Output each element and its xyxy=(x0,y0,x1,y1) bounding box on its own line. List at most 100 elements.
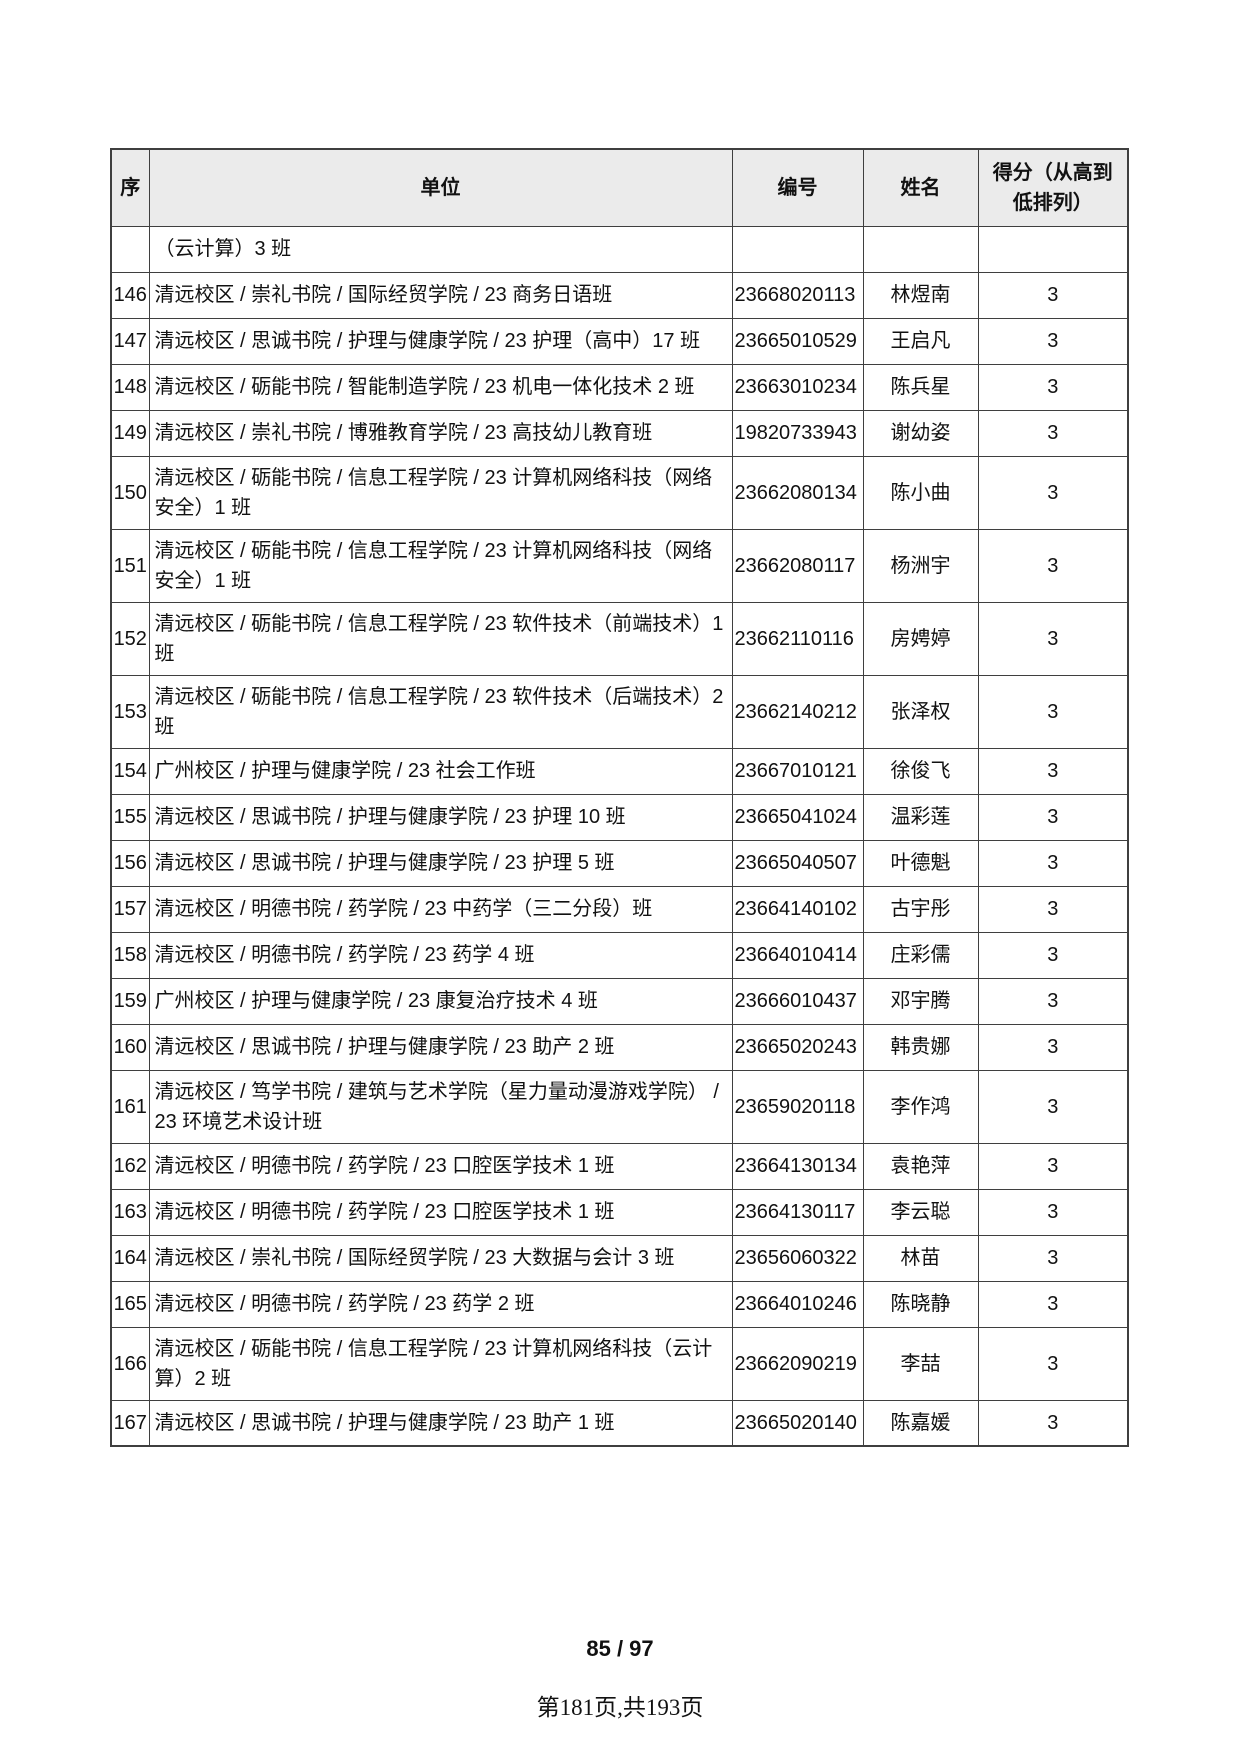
cell-name: 袁艳萍 xyxy=(862,1142,979,1190)
header-cell-id: 编号 xyxy=(731,148,864,227)
cell-unit: 清远校区 / 砺能书院 / 智能制造学院 / 23 机电一体化技术 2 班 xyxy=(148,363,733,411)
cell-seq: 150 xyxy=(110,455,150,530)
cell-name: 邓宇腾 xyxy=(862,977,979,1025)
table-row: 153 清远校区 / 砺能书院 / 信息工程学院 / 23 软件技术（后端技术）… xyxy=(110,674,1129,749)
cell-name: 古宇彤 xyxy=(862,885,979,933)
table-row: 159 广州校区 / 护理与健康学院 / 23 康复治疗技术 4 班 23666… xyxy=(110,977,1129,1025)
cell-id: 23667010121 xyxy=(731,747,864,795)
cell-unit: 清远校区 / 砺能书院 / 信息工程学院 / 23 计算机网络科技（网络安全）1… xyxy=(148,455,733,530)
cell-id: 23662080117 xyxy=(731,528,864,603)
cell-seq: 153 xyxy=(110,674,150,749)
table-row: 154 广州校区 / 护理与健康学院 / 23 社会工作班 2366701012… xyxy=(110,747,1129,795)
cell-unit: 清远校区 / 思诚书院 / 护理与健康学院 / 23 护理 10 班 xyxy=(148,793,733,841)
table-row: 149 清远校区 / 崇礼书院 / 博雅教育学院 / 23 高技幼儿教育班 19… xyxy=(110,409,1129,457)
table-row: 151 清远校区 / 砺能书院 / 信息工程学院 / 23 计算机网络科技（网络… xyxy=(110,528,1129,603)
cell-name: 陈兵星 xyxy=(862,363,979,411)
table-row: 147 清远校区 / 思诚书院 / 护理与健康学院 / 23 护理（高中）17 … xyxy=(110,317,1129,365)
table-row: 148 清远校区 / 砺能书院 / 智能制造学院 / 23 机电一体化技术 2 … xyxy=(110,363,1129,411)
table-row: 161 清远校区 / 笃学书院 / 建筑与艺术学院（星力量动漫游戏学院） / 2… xyxy=(110,1069,1129,1144)
cell-unit: 清远校区 / 笃学书院 / 建筑与艺术学院（星力量动漫游戏学院） / 23 环境… xyxy=(148,1069,733,1144)
cell-seq: 158 xyxy=(110,931,150,979)
cell-score: 3 xyxy=(977,1188,1129,1236)
cell-name: 韩贵娜 xyxy=(862,1023,979,1071)
cell-score: 3 xyxy=(977,1069,1129,1144)
cell-unit: 清远校区 / 砺能书院 / 信息工程学院 / 23 软件技术（前端技术）1 班 xyxy=(148,601,733,676)
cell-score: 3 xyxy=(977,271,1129,319)
cell-unit: 清远校区 / 崇礼书院 / 国际经贸学院 / 23 大数据与会计 3 班 xyxy=(148,1234,733,1282)
table-row: 160 清远校区 / 思诚书院 / 护理与健康学院 / 23 助产 2 班 23… xyxy=(110,1023,1129,1071)
cell-id: 23662090219 xyxy=(731,1326,864,1401)
table-row: 152 清远校区 / 砺能书院 / 信息工程学院 / 23 软件技术（前端技术）… xyxy=(110,601,1129,676)
cell-seq: 159 xyxy=(110,977,150,1025)
header-cell-seq: 序 xyxy=(110,148,150,227)
cell-name: 张泽权 xyxy=(862,674,979,749)
cell-name: 李作鸿 xyxy=(862,1069,979,1144)
cell-id: 23665020243 xyxy=(731,1023,864,1071)
cell-id xyxy=(731,225,864,273)
cell-id: 23664130117 xyxy=(731,1188,864,1236)
cell-name: 叶德魁 xyxy=(862,839,979,887)
cell-id: 23665020140 xyxy=(731,1399,864,1447)
cell-score xyxy=(977,225,1129,273)
cell-seq: 149 xyxy=(110,409,150,457)
table-row: 166 清远校区 / 砺能书院 / 信息工程学院 / 23 计算机网络科技（云计… xyxy=(110,1326,1129,1401)
cell-score: 3 xyxy=(977,674,1129,749)
cell-id: 23665010529 xyxy=(731,317,864,365)
cell-id: 23664010414 xyxy=(731,931,864,979)
footer-progress: 85 / 97 xyxy=(586,1636,654,1661)
cell-unit: 清远校区 / 明德书院 / 药学院 / 23 口腔医学技术 1 班 xyxy=(148,1142,733,1190)
cell-id: 23663010234 xyxy=(731,363,864,411)
cell-score: 3 xyxy=(977,317,1129,365)
table-row: 165 清远校区 / 明德书院 / 药学院 / 23 药学 2 班 236640… xyxy=(110,1280,1129,1328)
cell-score: 3 xyxy=(977,747,1129,795)
cell-id: 23656060322 xyxy=(731,1234,864,1282)
table-row: 157 清远校区 / 明德书院 / 药学院 / 23 中药学（三二分段）班 23… xyxy=(110,885,1129,933)
cell-seq: 147 xyxy=(110,317,150,365)
cell-unit: 清远校区 / 明德书院 / 药学院 / 23 药学 4 班 xyxy=(148,931,733,979)
cell-name: 陈嘉媛 xyxy=(862,1399,979,1447)
header-cell-name: 姓名 xyxy=(862,148,979,227)
cell-name: 李云聪 xyxy=(862,1188,979,1236)
cell-unit: 清远校区 / 思诚书院 / 护理与健康学院 / 23 助产 1 班 xyxy=(148,1399,733,1447)
header-cell-unit: 单位 xyxy=(148,148,733,227)
cell-seq: 157 xyxy=(110,885,150,933)
cell-unit: 清远校区 / 明德书院 / 药学院 / 23 药学 2 班 xyxy=(148,1280,733,1328)
score-table: 序 单位 编号 姓名 得分（从高到低排列） （云计算）3 班 146 清远校区 … xyxy=(110,148,1129,1447)
table-body: （云计算）3 班 146 清远校区 / 崇礼书院 / 国际经贸学院 / 23 商… xyxy=(110,225,1129,1447)
cell-name: 陈小曲 xyxy=(862,455,979,530)
footer-page-info: 第181页,共193页 xyxy=(536,1695,704,1720)
cell-seq xyxy=(110,225,150,273)
cell-unit: 清远校区 / 砺能书院 / 信息工程学院 / 23 计算机网络科技（云计算）2 … xyxy=(148,1326,733,1401)
cell-seq: 155 xyxy=(110,793,150,841)
cell-score: 3 xyxy=(977,455,1129,530)
cell-score: 3 xyxy=(977,1023,1129,1071)
cell-unit: 清远校区 / 思诚书院 / 护理与健康学院 / 23 护理 5 班 xyxy=(148,839,733,887)
cell-name: 谢幼姿 xyxy=(862,409,979,457)
cell-score: 3 xyxy=(977,793,1129,841)
cell-unit: 清远校区 / 思诚书院 / 护理与健康学院 / 23 护理（高中）17 班 xyxy=(148,317,733,365)
cell-id: 23659020118 xyxy=(731,1069,864,1144)
cell-name: 王启凡 xyxy=(862,317,979,365)
cell-unit: （云计算）3 班 xyxy=(148,225,733,273)
cell-seq: 161 xyxy=(110,1069,150,1144)
cell-name: 温彩莲 xyxy=(862,793,979,841)
cell-score: 3 xyxy=(977,363,1129,411)
cell-name xyxy=(862,225,979,273)
cell-unit: 清远校区 / 明德书院 / 药学院 / 23 口腔医学技术 1 班 xyxy=(148,1188,733,1236)
cell-id: 19820733943 xyxy=(731,409,864,457)
cell-name: 庄彩儒 xyxy=(862,931,979,979)
header-cell-score: 得分（从高到低排列） xyxy=(977,148,1129,227)
cell-id: 23662080134 xyxy=(731,455,864,530)
cell-name: 林煜南 xyxy=(862,271,979,319)
cell-score: 3 xyxy=(977,839,1129,887)
table-row: 167 清远校区 / 思诚书院 / 护理与健康学院 / 23 助产 1 班 23… xyxy=(110,1399,1129,1447)
table-row: 164 清远校区 / 崇礼书院 / 国际经贸学院 / 23 大数据与会计 3 班… xyxy=(110,1234,1129,1282)
cell-score: 3 xyxy=(977,1280,1129,1328)
cell-id: 23664010246 xyxy=(731,1280,864,1328)
cell-seq: 156 xyxy=(110,839,150,887)
table-row: 155 清远校区 / 思诚书院 / 护理与健康学院 / 23 护理 10 班 2… xyxy=(110,793,1129,841)
cell-id: 23664140102 xyxy=(731,885,864,933)
cell-seq: 164 xyxy=(110,1234,150,1282)
table-row: 146 清远校区 / 崇礼书院 / 国际经贸学院 / 23 商务日语班 2366… xyxy=(110,271,1129,319)
